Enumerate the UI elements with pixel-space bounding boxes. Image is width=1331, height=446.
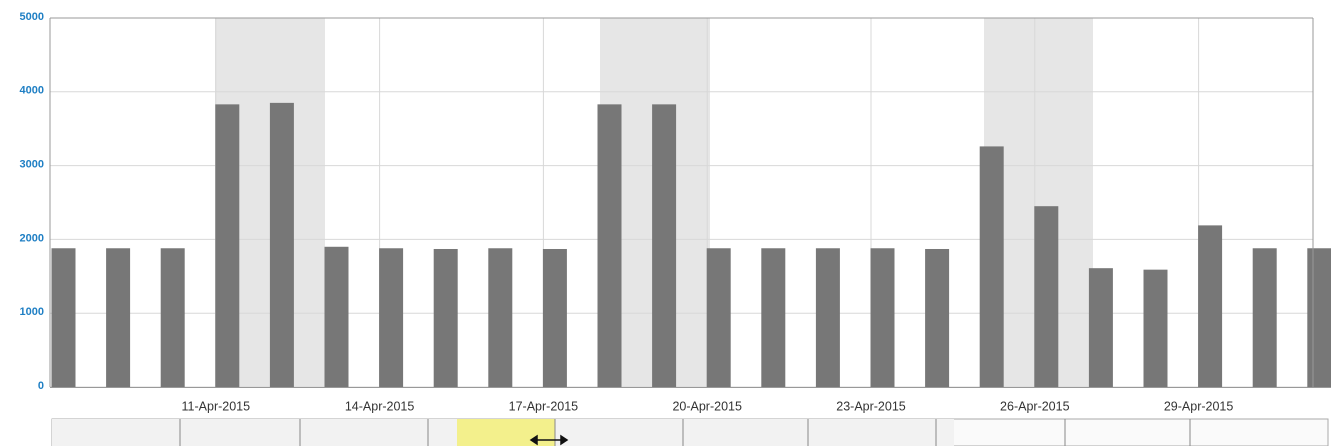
- bar: [652, 104, 677, 387]
- x-tick-label: 26-Apr-2015: [1000, 399, 1070, 413]
- navigator-ticks: [179, 419, 1191, 446]
- x-tick-label: 29-Apr-2015: [1164, 399, 1234, 413]
- y-tick-label: 5000: [20, 11, 44, 23]
- x-tick-label: 14-Apr-2015: [345, 399, 415, 413]
- bar: [1307, 248, 1331, 387]
- navigator-selection[interactable]: [457, 419, 555, 446]
- y-tick-label: 2000: [20, 232, 44, 244]
- x-tick-label: 11-Apr-2015: [182, 399, 251, 413]
- bar: [1088, 268, 1113, 387]
- bar: [269, 102, 294, 388]
- y-tick-label: 0: [38, 380, 44, 392]
- bar: [379, 248, 404, 387]
- y-tick-label: 4000: [20, 85, 44, 97]
- bar: [51, 248, 76, 387]
- bar: [706, 248, 731, 387]
- bar: [1252, 248, 1277, 387]
- bar: [106, 248, 131, 387]
- bar: [1034, 206, 1059, 387]
- resize-handle[interactable]: [529, 434, 569, 446]
- bar: [542, 248, 567, 387]
- bar: [433, 248, 458, 387]
- bar: [215, 104, 240, 387]
- x-tick-label: 17-Apr-2015: [509, 399, 579, 413]
- bars: [51, 102, 1331, 388]
- navigator[interactable]: [51, 418, 1329, 446]
- bar: [925, 248, 950, 387]
- bar: [597, 104, 622, 387]
- bar: [488, 248, 513, 387]
- bar: [979, 146, 1004, 387]
- bar: [761, 248, 786, 387]
- bar: [1198, 225, 1223, 387]
- bar: [1143, 269, 1168, 387]
- y-tick-label: 1000: [20, 306, 44, 318]
- bar: [870, 248, 895, 387]
- bar: [160, 248, 185, 387]
- x-tick-label: 20-Apr-2015: [672, 399, 742, 413]
- bar: [324, 246, 349, 387]
- x-tick-label: 23-Apr-2015: [836, 399, 906, 413]
- bar: [815, 248, 840, 387]
- y-tick-label: 3000: [20, 159, 44, 171]
